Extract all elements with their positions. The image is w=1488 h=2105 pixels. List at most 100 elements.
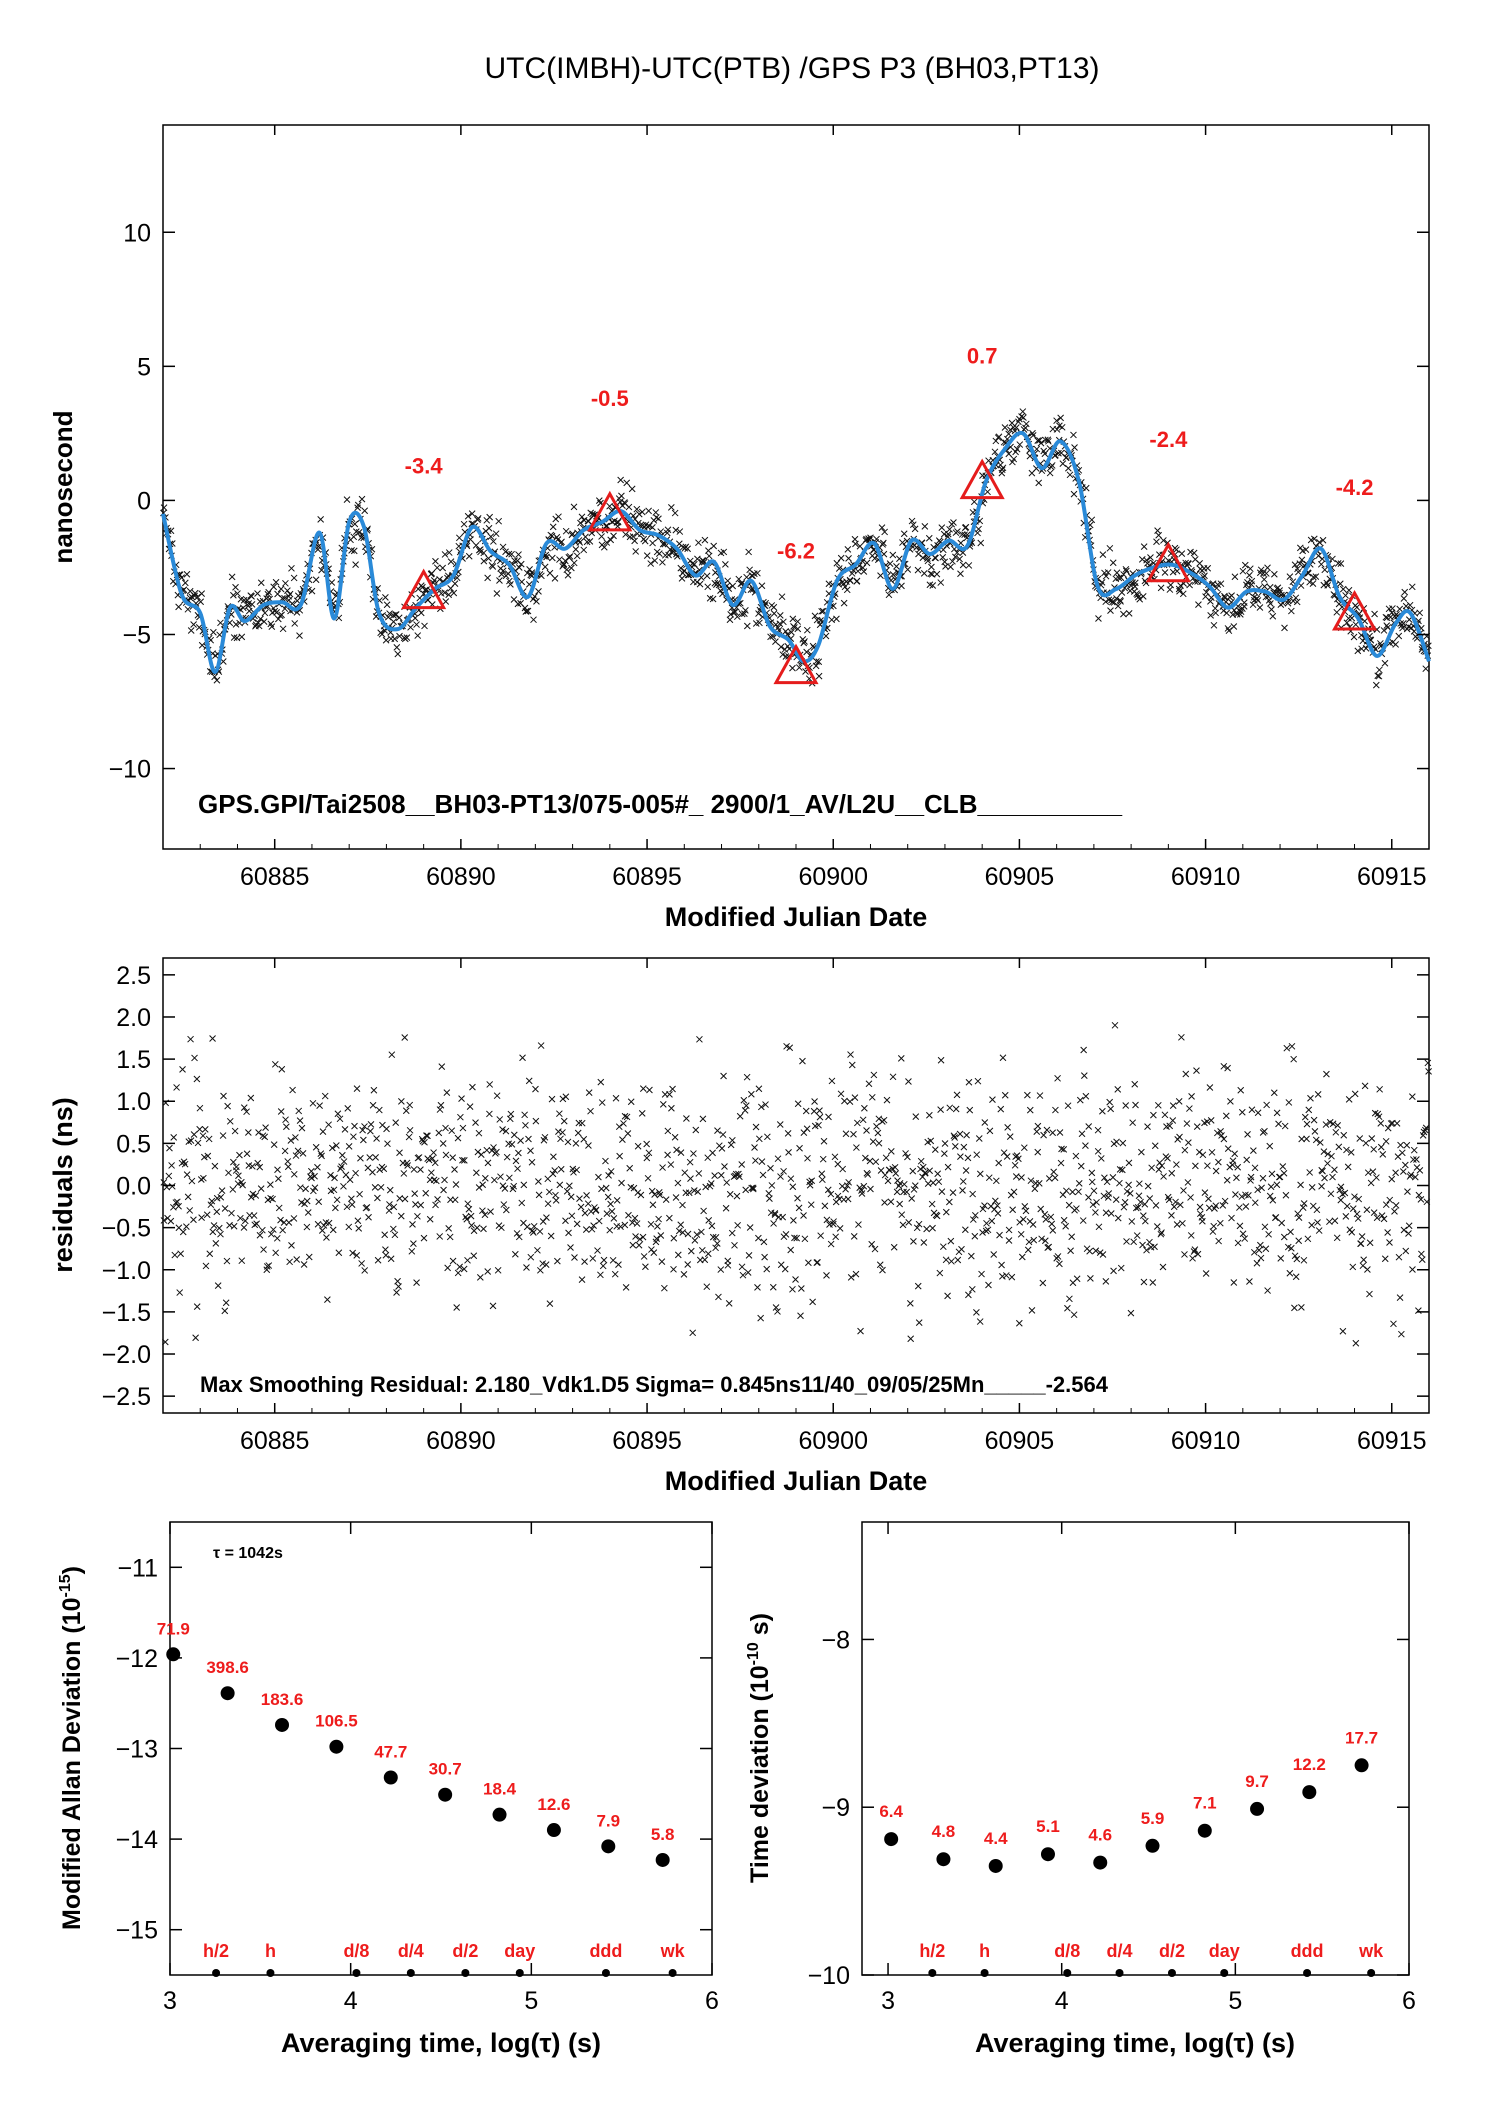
p2-point bbox=[819, 1155, 827, 1163]
p2-point bbox=[282, 1116, 289, 1124]
p1-point bbox=[538, 572, 545, 580]
p2-point bbox=[779, 1213, 787, 1221]
p2-point bbox=[1298, 1135, 1306, 1143]
p1-annotation: GPS.GPI/Tai2508__BH03-PT13/075-005#_ 290… bbox=[198, 789, 1123, 819]
p1-point bbox=[717, 587, 724, 594]
p2-point bbox=[314, 1163, 321, 1171]
p2-point bbox=[231, 1127, 239, 1135]
p2-point bbox=[248, 1162, 256, 1170]
p2-point bbox=[311, 1184, 319, 1192]
p2-point bbox=[1069, 1188, 1076, 1196]
deviation-point bbox=[438, 1787, 453, 1802]
p2-point bbox=[1266, 1142, 1274, 1150]
p2-point bbox=[1170, 1203, 1178, 1211]
p2-point bbox=[226, 1117, 234, 1125]
p2-point bbox=[220, 1092, 227, 1100]
p2-point bbox=[686, 1158, 694, 1166]
p1-point bbox=[1046, 469, 1054, 477]
p2-point bbox=[853, 1144, 860, 1151]
x-tick-label: 3 bbox=[881, 1987, 895, 2015]
p2-point bbox=[1278, 1219, 1286, 1227]
p2-point bbox=[1287, 1228, 1294, 1236]
p2-point bbox=[787, 1246, 795, 1254]
p2-point bbox=[1054, 1074, 1061, 1082]
p2-point bbox=[550, 1153, 557, 1161]
p2-point bbox=[260, 1246, 267, 1253]
p2-point bbox=[1382, 1137, 1390, 1145]
p1-point bbox=[1010, 455, 1018, 463]
p2-point bbox=[1216, 1219, 1224, 1227]
p2-point bbox=[617, 1223, 624, 1231]
p2-point bbox=[1324, 1150, 1332, 1158]
p2-point bbox=[581, 1209, 589, 1217]
p1-point bbox=[264, 590, 272, 598]
p2-point bbox=[1182, 1070, 1190, 1078]
p1-point bbox=[543, 553, 550, 561]
p1-point bbox=[655, 515, 662, 523]
p2-point bbox=[1020, 1144, 1028, 1152]
p2-point bbox=[1168, 1212, 1175, 1219]
p2-point bbox=[764, 1133, 771, 1141]
p1-point bbox=[1212, 609, 1220, 617]
p2-point bbox=[340, 1158, 348, 1165]
interval-marker bbox=[1303, 1969, 1312, 1977]
p2-point bbox=[1410, 1156, 1417, 1163]
p2-point bbox=[486, 1081, 494, 1088]
p1-point bbox=[667, 503, 675, 511]
p1-point bbox=[350, 533, 358, 541]
p2-point bbox=[1126, 1190, 1134, 1197]
p2-point bbox=[537, 1266, 544, 1274]
p2-point bbox=[383, 1125, 390, 1133]
p2-point bbox=[1396, 1294, 1404, 1301]
p2-point bbox=[639, 1233, 647, 1241]
p2-point bbox=[896, 1200, 904, 1208]
p2-point bbox=[511, 1250, 519, 1258]
p2-point bbox=[279, 1226, 287, 1234]
p2-point bbox=[768, 1182, 776, 1189]
p1-point bbox=[769, 633, 777, 640]
y-tick-label: 2.0 bbox=[116, 1004, 151, 1032]
p1-point bbox=[184, 605, 192, 613]
p2-point bbox=[598, 1099, 606, 1106]
p2-point bbox=[1109, 1174, 1117, 1181]
p2-point bbox=[1247, 1173, 1255, 1181]
p2-point bbox=[830, 1218, 837, 1225]
p2-point bbox=[1151, 1142, 1159, 1150]
p1-point bbox=[1389, 605, 1396, 612]
p2-point bbox=[927, 1137, 935, 1145]
p2-point bbox=[1150, 1111, 1157, 1119]
p1-point bbox=[541, 563, 549, 571]
p2-point bbox=[633, 1220, 641, 1227]
interval-marker bbox=[266, 1969, 275, 1977]
p1-point bbox=[308, 587, 316, 595]
p1-point bbox=[889, 571, 897, 578]
p2-point bbox=[225, 1169, 232, 1177]
p2-point bbox=[1368, 1135, 1376, 1142]
p2-point bbox=[1114, 1086, 1122, 1093]
p2-point bbox=[211, 1162, 219, 1170]
p1-point bbox=[1001, 424, 1009, 431]
p2-point bbox=[1102, 1277, 1110, 1285]
p2-point bbox=[864, 1171, 872, 1178]
p2-point bbox=[451, 1196, 459, 1204]
p2-point bbox=[1073, 1205, 1080, 1212]
p1-point bbox=[1005, 430, 1013, 438]
p2-point bbox=[664, 1151, 671, 1159]
p2-point bbox=[1224, 1064, 1231, 1072]
p2-point bbox=[805, 1259, 812, 1267]
p2-point bbox=[616, 1152, 623, 1160]
p2-point bbox=[479, 1181, 487, 1189]
p1-point bbox=[794, 618, 802, 625]
x-tick-label: 60900 bbox=[798, 863, 868, 891]
p1-point bbox=[1160, 537, 1167, 544]
p2-point bbox=[441, 1176, 448, 1184]
p1-point bbox=[318, 566, 325, 574]
p2-point bbox=[1045, 1175, 1053, 1182]
p2-point bbox=[542, 1261, 550, 1268]
p2-point bbox=[430, 1149, 437, 1156]
p2-point bbox=[1367, 1179, 1375, 1187]
p2-point bbox=[1221, 1197, 1229, 1205]
p2-point bbox=[349, 1249, 357, 1257]
p2-point bbox=[1400, 1226, 1408, 1234]
p2-point bbox=[789, 1183, 797, 1191]
